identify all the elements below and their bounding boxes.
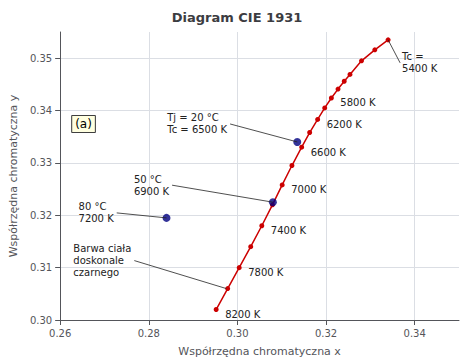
svg-text:0.32: 0.32 <box>30 210 52 221</box>
svg-text:Tj = 20 °C: Tj = 20 °C <box>166 112 219 123</box>
svg-text:0.34: 0.34 <box>30 105 52 116</box>
svg-text:6600 K: 6600 K <box>311 147 347 158</box>
svg-text:0.35: 0.35 <box>30 53 52 64</box>
svg-text:(a): (a) <box>75 117 92 131</box>
svg-text:6200 K: 6200 K <box>327 119 363 130</box>
svg-text:5400 K: 5400 K <box>402 63 438 74</box>
svg-text:Tc =: Tc = <box>401 51 423 62</box>
svg-text:0.33: 0.33 <box>30 157 52 168</box>
svg-text:7200 K: 7200 K <box>79 213 115 224</box>
svg-text:8200 K: 8200 K <box>225 309 261 320</box>
svg-text:0.34: 0.34 <box>404 328 426 339</box>
svg-text:6900 K: 6900 K <box>134 186 170 197</box>
svg-text:5800 K: 5800 K <box>340 97 376 108</box>
svg-text:Współrzędna chromatyczna y: Współrzędna chromatyczna y <box>7 94 20 257</box>
svg-text:Barwa ciała: Barwa ciała <box>73 243 131 254</box>
svg-text:0.26: 0.26 <box>49 328 71 339</box>
svg-text:Współrzędna chromatyczna x: Współrzędna chromatyczna x <box>178 345 341 358</box>
svg-text:doskonale: doskonale <box>73 255 124 266</box>
svg-text:0.30: 0.30 <box>226 328 248 339</box>
svg-text:50 °C: 50 °C <box>134 174 162 185</box>
svg-text:7000 K: 7000 K <box>291 184 327 195</box>
svg-text:7400 K: 7400 K <box>271 225 307 236</box>
svg-text:Tc = 6500 K: Tc = 6500 K <box>166 124 227 135</box>
svg-text:0.30: 0.30 <box>30 315 52 326</box>
svg-text:Diagram CIE 1931: Diagram CIE 1931 <box>172 10 303 25</box>
svg-text:0.31: 0.31 <box>30 262 52 273</box>
svg-text:czarnego: czarnego <box>73 267 119 278</box>
svg-text:7800 K: 7800 K <box>248 267 284 278</box>
svg-text:0.32: 0.32 <box>315 328 337 339</box>
svg-text:80 °C: 80 °C <box>79 201 107 212</box>
svg-text:0.28: 0.28 <box>138 328 160 339</box>
